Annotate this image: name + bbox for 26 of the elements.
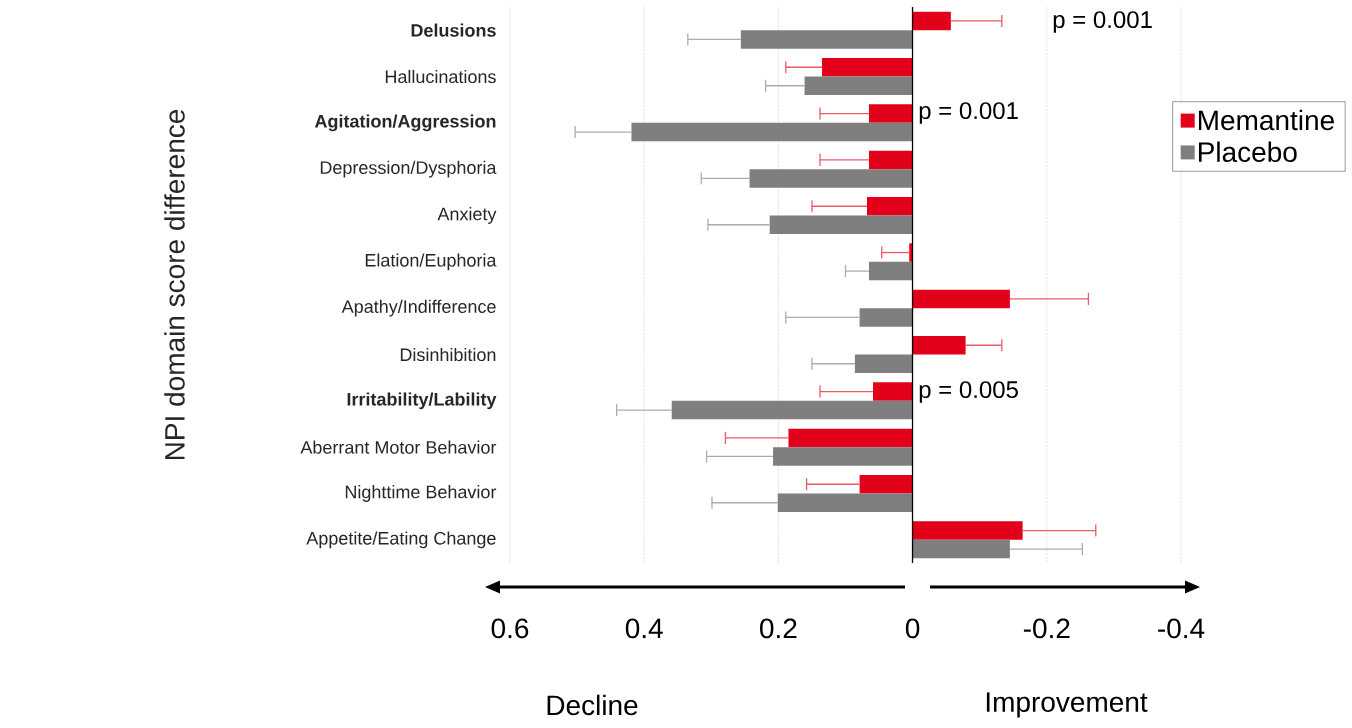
- legend-label: Placebo: [1198, 141, 1297, 163]
- y-tick-label: Aberrant Motor Behavior: [300, 440, 497, 454]
- x-tick-label: 0: [905, 618, 920, 639]
- y-tick-label: Elation/Euphoria: [365, 253, 497, 271]
- annotation: p = 0.005: [919, 381, 1018, 403]
- y-tick-label: Hallucinations: [385, 69, 496, 84]
- y-tick-label: Nighttime Behavior: [345, 485, 497, 502]
- y-tick-label: Irritability/Lability: [347, 392, 497, 410]
- x-tick-label: 0.6: [491, 618, 529, 639]
- x-tick-label: 0.4: [625, 618, 663, 639]
- x-tick-label: -0.2: [1023, 618, 1070, 639]
- y-tick-label: Apathy/Indifference: [341, 299, 496, 317]
- y-axis-title: NPI domain score difference: [164, 109, 185, 460]
- y-tick-label: Disinhibition: [400, 347, 496, 362]
- y-tick-label: Depression/Dysphoria: [320, 160, 497, 178]
- x-tick-label: 0.2: [760, 618, 797, 639]
- x-tick-label: -0.4: [1158, 618, 1205, 639]
- text: Improvement: [986, 692, 1148, 718]
- y-tick-label: Anxiety: [437, 207, 497, 224]
- annotation: p = 0.001: [919, 102, 1018, 124]
- y-tick-label: Agitation/Aggression: [314, 114, 496, 132]
- annotation: p = 0.001: [1053, 11, 1152, 33]
- text: Decline: [547, 694, 638, 716]
- legend-label: Memantine: [1198, 109, 1334, 131]
- y-tick-label: Delusions: [411, 23, 496, 37]
- y-tick-label: Appetite/Eating Change: [306, 531, 496, 549]
